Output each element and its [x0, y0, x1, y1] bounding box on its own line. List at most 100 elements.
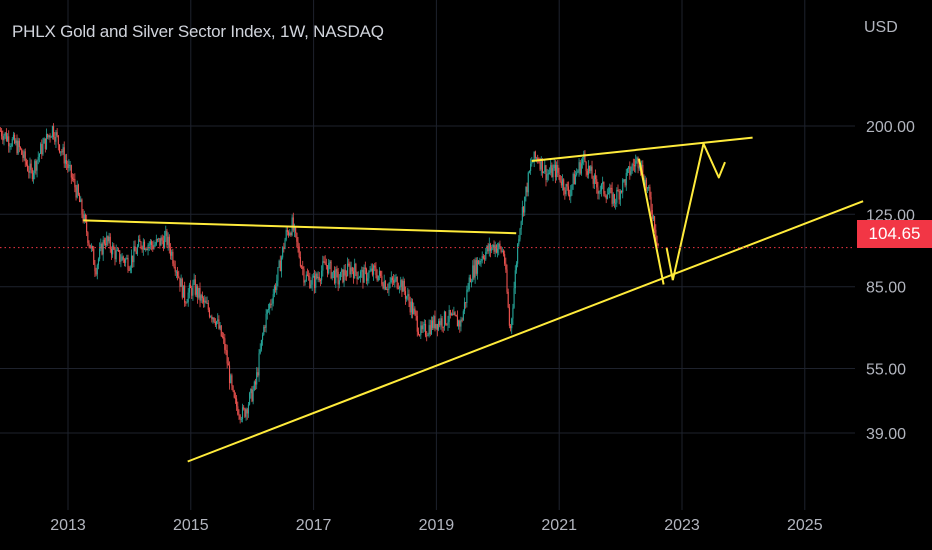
last-price-tag: 104.65	[857, 220, 932, 248]
candle-body	[526, 186, 528, 193]
candle-body	[413, 308, 415, 315]
candle-body	[243, 407, 245, 409]
candle-body	[3, 135, 5, 141]
candle-body	[188, 284, 190, 293]
candle-body	[245, 409, 247, 417]
candle-body	[213, 317, 215, 322]
candle-body	[350, 267, 352, 275]
candle-body	[343, 269, 345, 283]
candle-body	[321, 270, 323, 281]
candle-body	[313, 275, 316, 288]
candle-body	[38, 153, 40, 158]
candle-body	[626, 168, 628, 173]
candle-body	[318, 276, 320, 280]
candle-body	[289, 233, 291, 236]
candle-body	[47, 133, 49, 138]
candle-body	[589, 165, 591, 171]
candle-body	[633, 165, 636, 167]
candle-body	[75, 187, 77, 198]
candle-body	[99, 248, 101, 259]
candle-body	[311, 277, 313, 285]
candle-body	[27, 164, 29, 171]
candle-body	[498, 243, 500, 249]
candle-body	[580, 163, 582, 174]
candle-body	[486, 245, 488, 252]
upper-channel-line	[531, 136, 753, 162]
candle-body	[252, 389, 254, 402]
candle-body	[214, 321, 216, 325]
candle-body	[473, 265, 475, 278]
candle-body	[145, 248, 147, 250]
candle-body	[557, 164, 559, 173]
candle-body	[272, 294, 274, 304]
candle-body	[122, 256, 124, 260]
candle-body	[545, 165, 547, 180]
candle-body	[445, 311, 447, 325]
candle-body	[363, 267, 365, 283]
candle-body	[543, 171, 545, 173]
candle-body	[237, 406, 239, 415]
candle-body	[108, 236, 110, 242]
candle-body	[358, 277, 360, 279]
candle-body	[432, 320, 434, 328]
candle-body	[417, 331, 420, 335]
candle-body	[597, 187, 599, 194]
candle-body	[258, 353, 260, 376]
candle-body	[440, 318, 442, 326]
candle-body	[396, 276, 398, 289]
candle-body	[439, 321, 441, 326]
candle-body	[74, 178, 76, 188]
candle-body	[482, 256, 484, 259]
candle-body	[497, 248, 499, 253]
candle-body	[223, 337, 225, 339]
candle-body	[226, 350, 228, 364]
candle-body	[515, 263, 518, 271]
candle-body	[102, 239, 104, 255]
candle-body	[18, 140, 20, 148]
candle-body	[365, 269, 368, 281]
candle-body	[617, 189, 619, 192]
candle-body	[22, 154, 24, 158]
candle-body	[547, 173, 549, 175]
candle-body	[139, 239, 141, 242]
candle-body	[56, 132, 58, 136]
candle-body	[129, 267, 131, 271]
candle-body	[650, 197, 652, 211]
candle-body	[652, 216, 654, 219]
candle-body	[123, 259, 125, 263]
candle-body	[263, 326, 265, 335]
candle-body	[273, 286, 275, 295]
candle-body	[558, 172, 560, 176]
candle-body	[331, 272, 333, 279]
candle-body	[351, 267, 353, 272]
grid	[0, 0, 855, 510]
candle-body	[136, 246, 138, 254]
candle-body	[193, 279, 195, 284]
candle-body	[411, 301, 414, 315]
candle-body	[442, 326, 444, 328]
candle-body	[463, 302, 466, 312]
candle-body	[240, 418, 242, 420]
projected-rise-arrow	[671, 142, 726, 281]
candle-body	[628, 166, 630, 169]
candle-body	[162, 240, 164, 249]
candle-body	[469, 277, 471, 283]
candle-body	[462, 311, 464, 321]
candle-body	[657, 243, 659, 246]
candle-body	[63, 147, 65, 164]
candle-body	[605, 195, 607, 199]
candle-body	[642, 164, 644, 178]
candle-body	[57, 135, 59, 145]
candle-body	[449, 309, 451, 316]
candle-body	[492, 244, 494, 248]
candle-body	[393, 280, 395, 283]
candle-body	[638, 167, 640, 169]
candle-body	[466, 289, 468, 304]
candle-body	[373, 265, 375, 275]
candle-body	[84, 214, 87, 221]
candle-body	[192, 283, 194, 296]
candle-body	[383, 280, 385, 289]
candle-body	[527, 172, 529, 193]
candle-body	[499, 243, 501, 247]
